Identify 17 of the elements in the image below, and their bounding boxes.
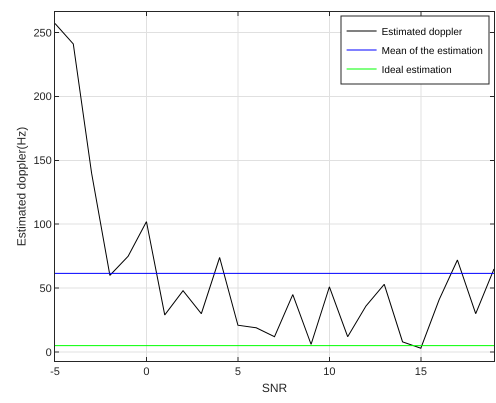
legend-label: Ideal estimation — [382, 64, 452, 76]
y-tick-label: 50 — [40, 282, 52, 295]
y-tick-label: 200 — [33, 91, 52, 104]
y-tick-label: 250 — [33, 27, 52, 40]
x-tick-label: 15 — [414, 366, 427, 378]
y-tick-label: 100 — [33, 219, 52, 232]
x-axis-title: SNR — [262, 381, 288, 396]
x-tick-label: -5 — [50, 366, 60, 378]
y-tick-label: 150 — [33, 155, 52, 168]
legend-label: Estimated doppler — [382, 26, 463, 38]
y-axis-title: Estimated doppler(Hz) — [14, 126, 29, 246]
x-tick-label: 0 — [143, 366, 150, 378]
y-tick-label: 0 — [46, 346, 52, 359]
line-series — [55, 23, 494, 349]
x-tick-label: 10 — [323, 366, 336, 378]
x-tick-label: 5 — [234, 366, 241, 378]
legend-label: Mean of the estimation — [382, 46, 483, 57]
